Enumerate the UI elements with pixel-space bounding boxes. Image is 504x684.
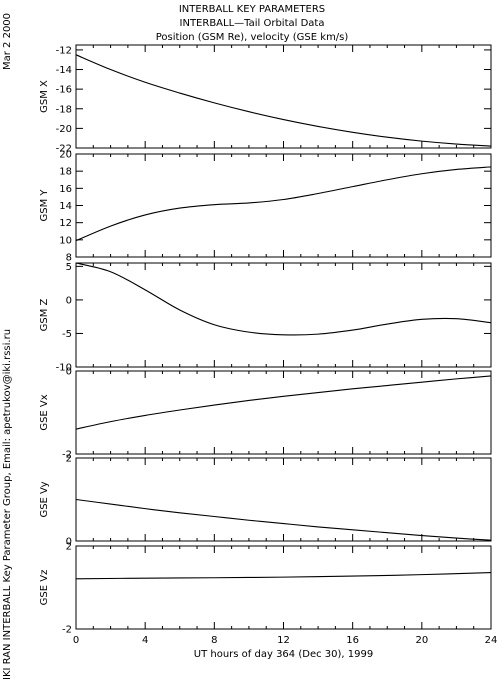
y-axis-label: GSE Vz <box>39 570 50 606</box>
y-tick-label: 0 <box>66 367 72 378</box>
y-tick-label: 10 <box>59 235 72 246</box>
y-tick-label: -14 <box>56 65 72 76</box>
series-line <box>75 54 492 147</box>
y-tick-label: 0 <box>66 295 72 306</box>
y-axis-label: GSM Y <box>39 189 50 222</box>
y-tick-label: -16 <box>56 85 72 96</box>
y-tick-label: 16 <box>59 184 72 195</box>
series-line <box>75 498 492 541</box>
panel-frame <box>75 262 492 368</box>
x-tick-label: 4 <box>142 635 148 646</box>
y-tick-label: -2 <box>62 450 72 461</box>
y-tick-label: 12 <box>59 218 72 229</box>
series-line <box>75 572 492 580</box>
x-tick-label: 24 <box>485 635 498 646</box>
panel-frame <box>75 44 492 149</box>
y-tick-label: -10 <box>56 363 72 374</box>
x-tick-label: 16 <box>346 635 359 646</box>
y-axis-label: GSE Vx <box>39 394 50 430</box>
y-tick-label: -12 <box>56 45 72 56</box>
x-tick-label: 12 <box>277 635 290 646</box>
y-tick-label: 2 <box>66 454 72 465</box>
y-tick-label: 2 <box>66 542 72 553</box>
chart-description: Position (GSM Re), velocity (GSE km/s) <box>155 32 349 43</box>
x-axis-label: UT hours of day 364 (Dec 30), 1999 <box>194 649 373 660</box>
series-line <box>75 166 492 242</box>
y-axis-label: GSM X <box>39 80 50 113</box>
y-tick-label: 18 <box>59 167 72 178</box>
x-tick-label: 20 <box>415 635 428 646</box>
y-axis-label: GSM Z <box>39 298 50 331</box>
panel-frame <box>75 370 492 455</box>
y-tick-label: -5 <box>62 329 72 340</box>
y-tick-label: -22 <box>56 144 72 155</box>
panel-frame <box>75 457 492 542</box>
series-line <box>75 375 492 430</box>
y-tick-label: 14 <box>59 201 72 212</box>
series-line <box>75 262 492 336</box>
y-tick-label: 5 <box>66 262 72 273</box>
y-tick-label: 20 <box>59 150 72 161</box>
y-axis-label: GSE Vy <box>39 481 50 517</box>
y-tick-label: -20 <box>56 124 72 135</box>
x-tick-label: 0 <box>73 635 79 646</box>
panel-frame <box>75 545 492 630</box>
panel-frame <box>75 153 492 258</box>
y-tick-label: -2 <box>62 625 72 636</box>
x-tick-label: 8 <box>211 635 217 646</box>
y-tick-label: -18 <box>56 104 72 115</box>
chart-title: INTERBALL KEY PARAMETERS <box>178 4 326 15</box>
chart-subtitle: INTERBALL—Tail Orbital Data <box>179 18 325 29</box>
y-tick-label: 0 <box>66 537 72 548</box>
y-tick-label: 8 <box>66 253 72 264</box>
